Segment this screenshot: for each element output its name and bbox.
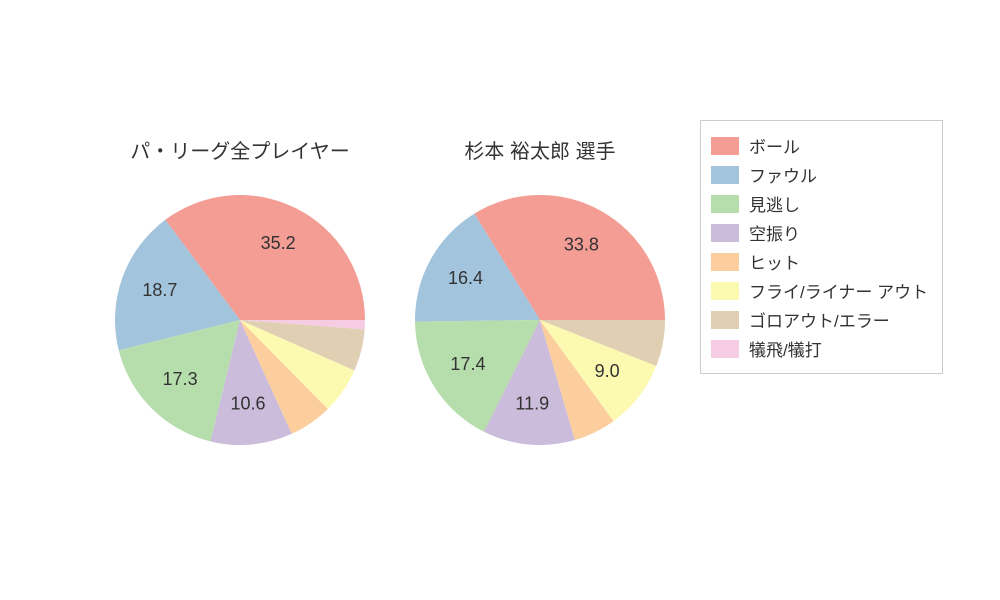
chart-title-league: パ・リーグ全プレイヤー — [130, 135, 349, 164]
pie-slice-label-ball: 35.2 — [261, 233, 296, 253]
pie-slice-label-look: 17.4 — [450, 354, 485, 374]
legend-item-hit: ヒット — [711, 247, 928, 276]
legend-label-ground_out: ゴロアウト/エラー — [749, 307, 890, 332]
pie-slice-label-fly_out: 9.0 — [595, 361, 620, 381]
chart-canvas: パ・リーグ全プレイヤー 杉本 裕太郎 選手 35.2 18.7 17.3 10.6 33.8… — [0, 0, 1000, 600]
legend: ボールファウル見逃し空振りヒットフライ/ライナー アウトゴロアウト/エラー犠飛/… — [700, 120, 943, 374]
legend-label-ball: ボール — [749, 133, 800, 158]
legend-label-fly_out: フライ/ライナー アウト — [749, 278, 928, 303]
pie-slice-label-ball: 33.8 — [564, 235, 599, 255]
legend-swatch-sac — [711, 340, 739, 358]
pie-slice-label-swing_miss: 11.9 — [515, 393, 549, 413]
legend-swatch-foul — [711, 166, 739, 184]
legend-label-look: 見逃し — [749, 191, 800, 216]
legend-item-foul: ファウル — [711, 160, 928, 189]
pie-slice-label-look: 17.3 — [163, 369, 198, 389]
chart-title-player: 杉本 裕太郎 選手 — [464, 135, 615, 164]
legend-swatch-fly_out — [711, 282, 739, 300]
legend-item-ground_out: ゴロアウト/エラー — [711, 305, 928, 334]
legend-item-sac: 犠飛/犠打 — [711, 334, 928, 363]
legend-label-foul: ファウル — [749, 162, 817, 187]
legend-item-ball: ボール — [711, 131, 928, 160]
legend-swatch-ground_out — [711, 311, 739, 329]
pie-slice-label-foul: 18.7 — [142, 280, 177, 300]
legend-label-swing_miss: 空振り — [749, 220, 800, 245]
legend-item-fly_out: フライ/ライナー アウト — [711, 276, 928, 305]
pie-slice-label-foul: 16.4 — [448, 268, 483, 288]
legend-swatch-hit — [711, 253, 739, 271]
legend-swatch-look — [711, 195, 739, 213]
pie-slice-label-swing_miss: 10.6 — [230, 393, 265, 413]
legend-swatch-ball — [711, 137, 739, 155]
legend-swatch-swing_miss — [711, 224, 739, 242]
legend-item-look: 見逃し — [711, 189, 928, 218]
legend-label-sac: 犠飛/犠打 — [749, 336, 822, 361]
pie-player: 33.8 16.4 17.4 11.9 9.0 — [385, 165, 695, 475]
legend-item-swing_miss: 空振り — [711, 218, 928, 247]
pie-league: 35.2 18.7 17.3 10.6 — [85, 165, 395, 475]
legend-label-hit: ヒット — [749, 249, 800, 274]
